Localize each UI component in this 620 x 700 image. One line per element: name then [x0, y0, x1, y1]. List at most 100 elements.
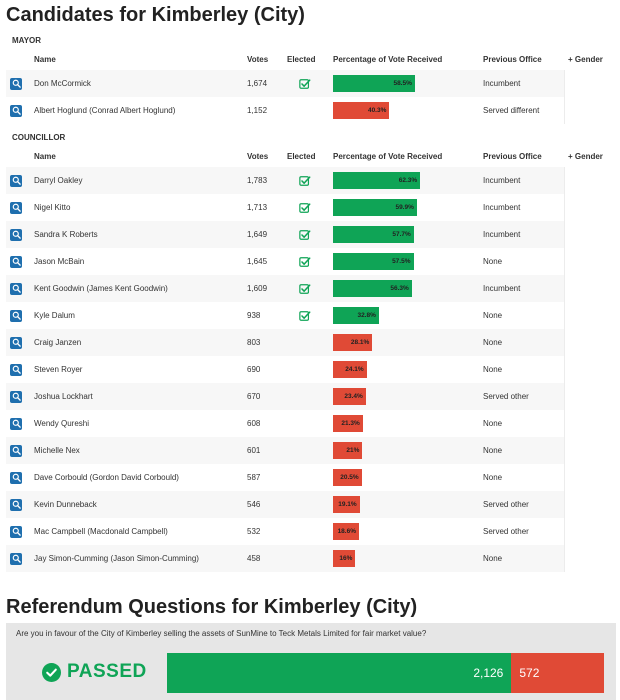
magnify-icon[interactable]: [10, 417, 22, 430]
vote-percentage-bar: 40.3%: [333, 102, 390, 119]
mayor-table: MAYOR Name Votes Elected Percentage of V…: [6, 32, 616, 124]
vote-percentage-bar: 19.1%: [333, 496, 360, 513]
section-label-councillor: COUNCILLOR: [6, 129, 616, 146]
previous-office: Served other: [483, 392, 529, 401]
magnify-icon[interactable]: [10, 228, 22, 241]
candidate-name: Darryl Oakley: [34, 176, 83, 185]
candidate-name: Nigel Kitto: [34, 203, 71, 212]
vote-percentage-label: 20.5%: [340, 474, 359, 481]
magnify-icon[interactable]: [10, 552, 22, 565]
vote-percentage-bar: 16%: [333, 550, 356, 567]
vote-percentage-label: 59.9%: [395, 204, 414, 211]
magnify-icon[interactable]: [10, 471, 22, 484]
col-pct-header: Percentage of Vote Received: [333, 152, 443, 161]
table-row: Nigel Kitto 1,713 59.9% Incumbent: [6, 194, 616, 221]
referendum-question: Are you in favour of the City of Kimberl…: [16, 629, 427, 638]
candidate-name: Kent Goodwin (James Kent Goodwin): [34, 284, 168, 293]
previous-office: Served other: [483, 500, 529, 509]
candidate-votes: 1,783: [247, 176, 268, 185]
col-votes-header: Votes: [247, 55, 269, 64]
candidate-name: Michelle Nex: [34, 446, 80, 455]
candidate-votes: 608: [247, 419, 261, 428]
candidate-votes: 803: [247, 338, 261, 347]
col-elected-header: Elected: [287, 152, 316, 161]
vote-percentage-bar: 56.3%: [333, 280, 412, 297]
col-prev-header: Previous Office: [483, 152, 542, 161]
candidate-votes: 938: [247, 311, 261, 320]
magnify-icon[interactable]: [10, 525, 22, 538]
previous-office: None: [483, 311, 503, 320]
table-row: Jason McBain 1,645 57.5% None: [6, 248, 616, 275]
candidate-votes: 690: [247, 365, 261, 374]
vote-percentage-bar: 32.8%: [333, 307, 379, 324]
table-row: Kent Goodwin (James Kent Goodwin) 1,609 56…: [6, 275, 616, 302]
previous-office: Incumbent: [483, 284, 521, 293]
candidate-name: Kevin Dunneback: [34, 500, 97, 509]
table-row: Albert Hoglund (Conrad Albert Hoglund) 1,…: [6, 97, 616, 124]
magnify-icon[interactable]: [10, 282, 22, 295]
candidate-votes: 1,713: [247, 203, 268, 212]
magnify-icon[interactable]: [10, 444, 22, 457]
magnify-icon[interactable]: [10, 104, 22, 117]
previous-office: None: [483, 419, 503, 428]
candidate-name: Steven Royer: [34, 365, 83, 374]
previous-office: None: [483, 473, 503, 482]
candidate-votes: 546: [247, 500, 261, 509]
magnify-icon[interactable]: [10, 174, 22, 187]
col-name-header: Name: [34, 55, 56, 64]
magnify-icon[interactable]: [10, 255, 22, 268]
previous-office: Incumbent: [483, 176, 521, 185]
magnify-icon[interactable]: [10, 201, 22, 214]
table-row: Dave Corbould (Gordon David Corbould) 587…: [6, 464, 616, 491]
candidate-name: Joshua Lockhart: [34, 392, 93, 401]
vote-percentage-label: 56.3%: [390, 285, 409, 292]
magnify-icon[interactable]: [10, 336, 22, 349]
vote-percentage-label: 40.3%: [367, 107, 387, 114]
vote-percentage-bar: 59.9%: [333, 199, 417, 216]
vote-percentage-bar: 28.1%: [333, 334, 373, 351]
col-elected-header: Elected: [287, 55, 316, 64]
candidate-name: Don McCormick: [34, 79, 91, 88]
table-row: Mac Campbell (Macdonald Campbell) 532 18.6…: [6, 518, 616, 545]
table-row: Joshua Lockhart 670 23.4% Served other: [6, 383, 616, 410]
magnify-icon[interactable]: [10, 363, 22, 376]
elected-check-icon: [299, 229, 311, 241]
candidate-name: Sandra K Roberts: [34, 230, 98, 239]
elected-check-icon: [299, 310, 311, 322]
gender-toggle[interactable]: + Gender: [568, 152, 603, 161]
vote-percentage-bar: 21%: [333, 442, 363, 459]
vote-percentage-label: 58.5%: [393, 80, 412, 87]
referendum-status-text: PASSED: [67, 661, 147, 682]
candidate-name: Wendy Qureshi: [34, 419, 89, 428]
col-prev-header: Previous Office: [483, 55, 542, 64]
gender-toggle[interactable]: + Gender: [568, 55, 603, 64]
candidate-name: Jason McBain: [34, 257, 85, 266]
no-votes-bar: 572: [511, 653, 604, 693]
vote-percentage-label: 21.3%: [341, 420, 360, 427]
table-header: Name Votes Elected Percentage of Vote Re…: [6, 146, 616, 167]
candidate-votes: 670: [247, 392, 261, 401]
vote-percentage-label: 57.5%: [392, 258, 411, 265]
magnify-icon[interactable]: [10, 390, 22, 403]
vote-percentage-label: 24.1%: [345, 366, 364, 373]
candidate-votes: 1,649: [247, 230, 268, 239]
table-row: Jay Simon-Cumming (Jason Simon-Cumming) 4…: [6, 545, 616, 572]
elected-check-icon: [299, 78, 311, 90]
candidate-votes: 587: [247, 473, 261, 482]
referendum-status: PASSED: [42, 661, 147, 683]
previous-office: None: [483, 446, 503, 455]
previous-office: Incumbent: [483, 79, 521, 88]
section-label-mayor: MAYOR: [6, 32, 616, 49]
magnify-icon[interactable]: [10, 309, 22, 322]
yes-votes-bar: 2,126: [167, 653, 512, 693]
magnify-icon[interactable]: [10, 498, 22, 511]
vote-percentage-bar: 57.5%: [333, 253, 414, 270]
magnify-icon[interactable]: [10, 77, 22, 90]
candidate-votes: 1,645: [247, 257, 268, 266]
vote-percentage-label: 32.8%: [357, 312, 376, 319]
col-votes-header: Votes: [247, 152, 269, 161]
elected-check-icon: [299, 202, 311, 214]
col-pct-header: Percentage of Vote Received: [333, 55, 443, 64]
referendum-title: Referendum Questions for Kimberley (City…: [6, 596, 418, 618]
candidate-name: Dave Corbould (Gordon David Corbould): [34, 473, 179, 482]
